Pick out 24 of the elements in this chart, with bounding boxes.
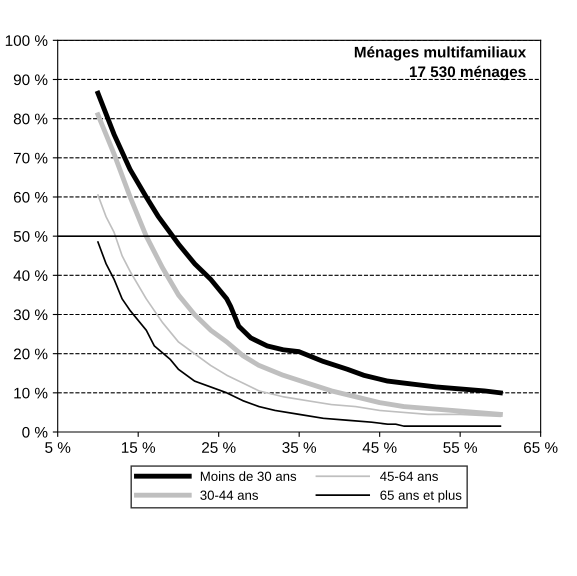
legend-label: 30-44 ans xyxy=(200,490,258,500)
x-tick-label: 35 % xyxy=(282,442,316,453)
x-tick-label: 15 % xyxy=(122,442,156,453)
chart-title: Ménages multifamiliaux xyxy=(354,46,526,61)
legend-label: 45-64 ans xyxy=(380,472,438,481)
y-tick-label: 80 % xyxy=(14,114,48,124)
x-tick-label: 65 % xyxy=(524,442,558,453)
y-tick-label: 10 % xyxy=(14,388,48,399)
y-tick-label: 20 % xyxy=(14,348,48,360)
x-tick-label: 25 % xyxy=(202,442,236,453)
y-tick-label: 90 % xyxy=(14,74,48,86)
y-tick-label: 0 % xyxy=(22,426,48,438)
y-tick-label: 100 % xyxy=(6,35,48,46)
y-tick-label: 70 % xyxy=(14,152,48,164)
legend-label: 65 ans et plus xyxy=(380,490,462,502)
y-tick-label: 50 % xyxy=(14,231,48,242)
y-tick-label: 40 % xyxy=(14,270,48,282)
x-tick-label: 5 % xyxy=(45,442,70,453)
text: 17 530 ménages xyxy=(410,66,526,80)
y-tick-label: 60 % xyxy=(14,192,48,203)
x-tick-label: 55 % xyxy=(443,442,478,453)
y-tick-label: 30 % xyxy=(14,309,48,320)
legend-label: Moins de 30 ans xyxy=(200,471,296,481)
x-tick-label: 45 % xyxy=(362,442,397,453)
